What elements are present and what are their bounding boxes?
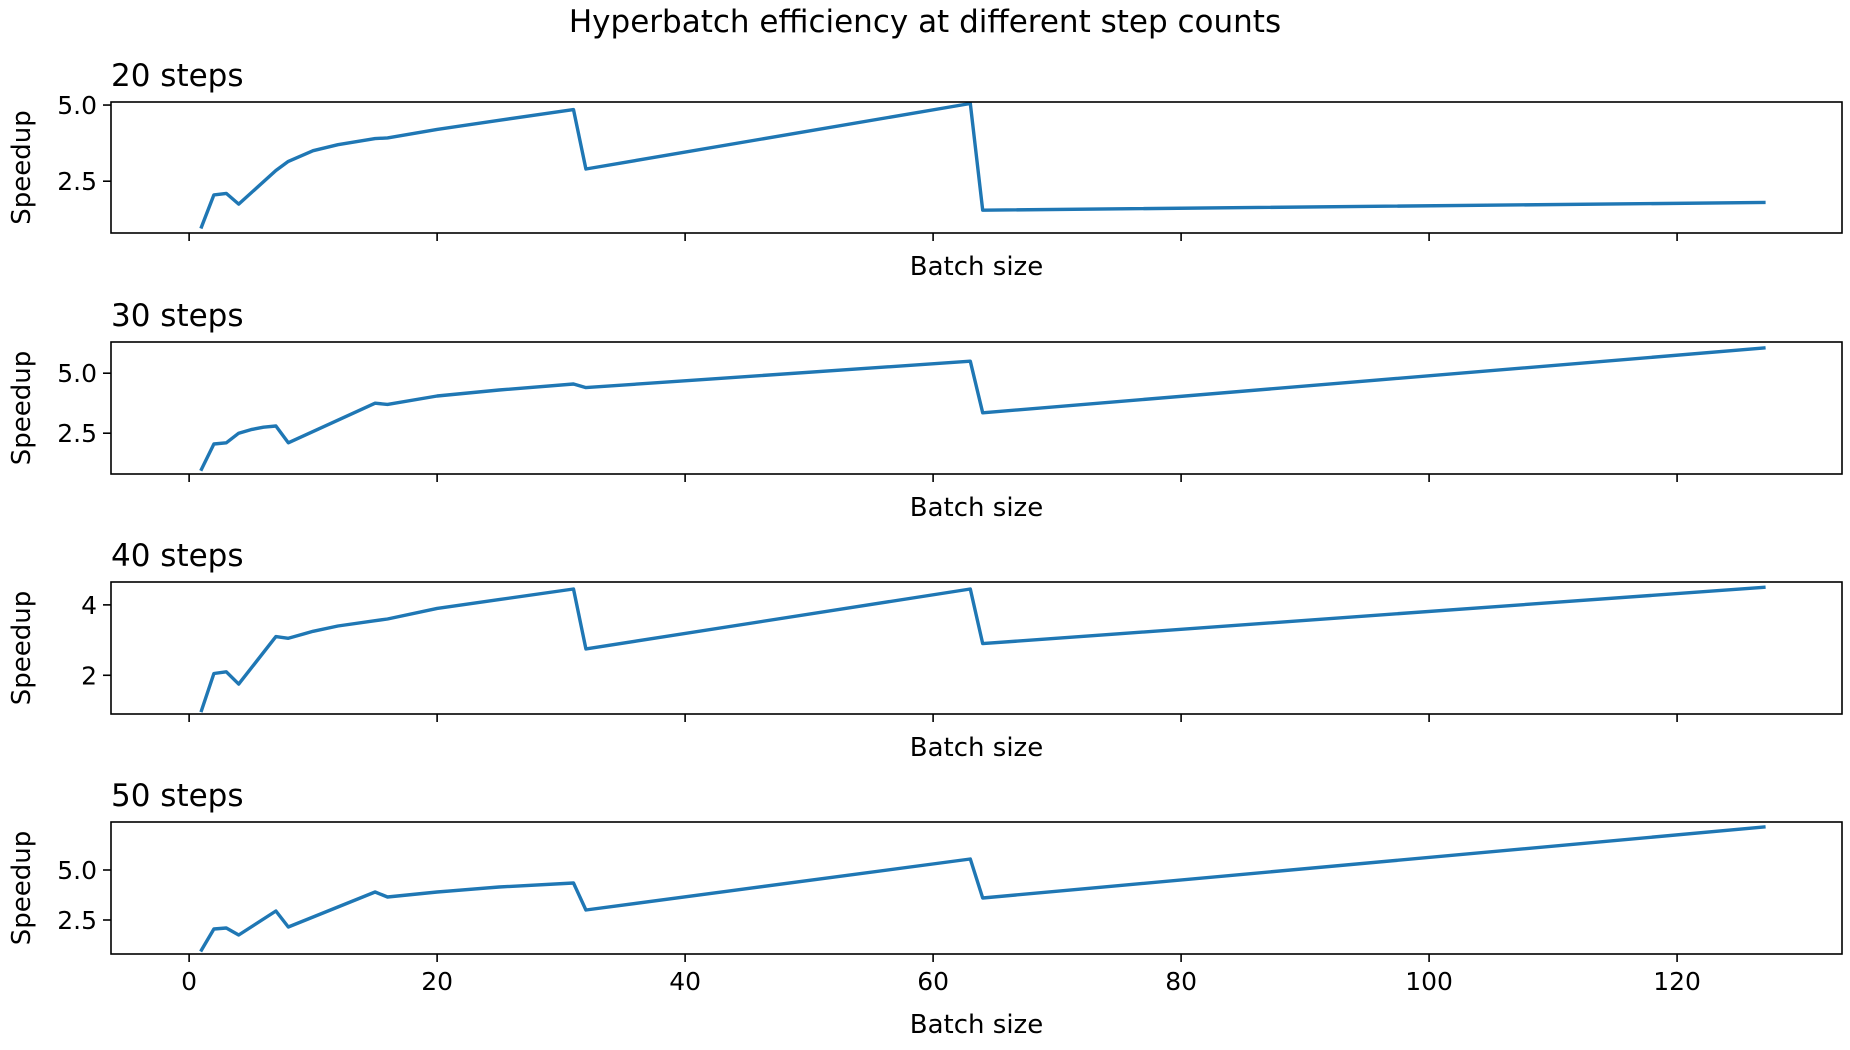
- axes-frame: [110, 101, 1843, 234]
- series-line: [199, 101, 1766, 230]
- x-tick-label: 100: [1405, 967, 1453, 996]
- series-line: [199, 825, 1766, 953]
- subplot-1: 20 steps 2.5 5.0 Batch size Speedup: [7, 58, 1843, 282]
- axes-frame: [110, 581, 1843, 715]
- x-tick-label: 80: [1165, 967, 1197, 996]
- subplot-title: 40 steps: [111, 538, 244, 574]
- axes-frame: [110, 341, 1843, 475]
- x-axis-label: Batch size: [910, 733, 1043, 763]
- x-axis-label: Batch size: [910, 252, 1043, 282]
- x-tick-label: 0: [181, 967, 197, 996]
- subplot-title: 50 steps: [111, 778, 244, 814]
- subplot-title: 30 steps: [111, 298, 244, 334]
- y-tick-label: 2.5: [57, 906, 97, 935]
- subplot-4: 50 steps 0 20 40 60 80 100 120 2.5 5.0 Batch size S…: [7, 778, 1843, 1040]
- x-tick-label: 20: [421, 967, 453, 996]
- y-tick-label: 5.0: [57, 91, 97, 120]
- y-tick-label: 4: [81, 591, 97, 620]
- y-tick-label: 2.5: [57, 419, 97, 448]
- y-axis-label: Speedup: [7, 351, 37, 466]
- subplot-3: 40 steps 2 4 Batch size Speedup: [7, 538, 1843, 763]
- series-line: [199, 585, 1766, 713]
- x-tick-label: 120: [1653, 967, 1701, 996]
- series-line: [199, 346, 1766, 472]
- y-axis-label: Speedup: [7, 831, 37, 946]
- x-tick-label: 40: [669, 967, 701, 996]
- x-axis-label: Batch size: [910, 1010, 1043, 1040]
- subplot-2: 30 steps 2.5 5.0 Batch size Speedup: [7, 298, 1843, 523]
- x-tick-label: 60: [917, 967, 949, 996]
- y-tick-label: 2: [81, 661, 97, 690]
- y-tick-label: 5.0: [57, 856, 97, 885]
- y-tick-label: 5.0: [57, 359, 97, 388]
- y-axis-label: Speedup: [7, 110, 37, 225]
- x-axis-label: Batch size: [910, 493, 1043, 523]
- figure-title: Hyperbatch efficiency at different step …: [569, 4, 1281, 40]
- subplot-title: 20 steps: [111, 58, 244, 94]
- axes-frame: [110, 821, 1843, 955]
- y-tick-label: 2.5: [57, 167, 97, 196]
- y-axis-label: Speedup: [7, 591, 37, 706]
